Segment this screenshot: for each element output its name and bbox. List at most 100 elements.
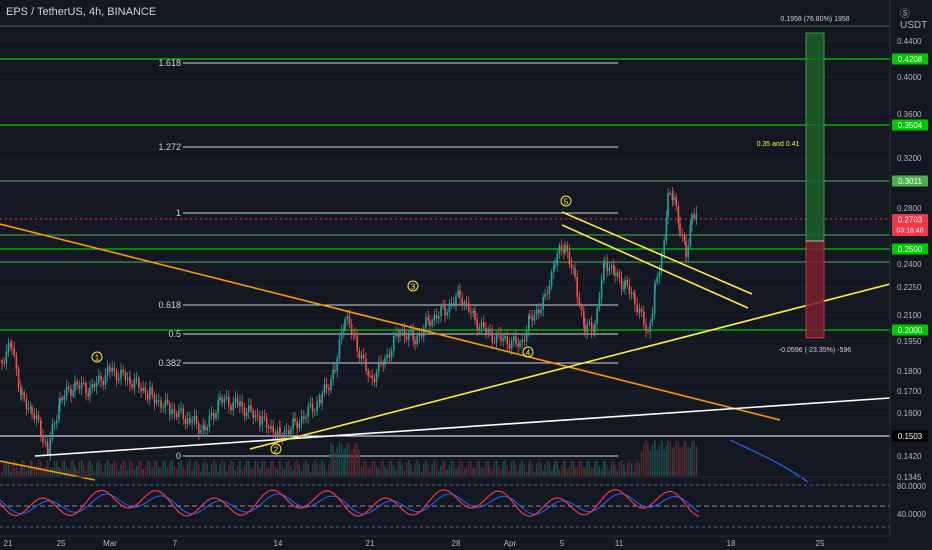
candle-body[interactable] <box>386 354 388 358</box>
candle-body[interactable] <box>56 420 58 424</box>
candle-body[interactable] <box>553 266 555 272</box>
candle-body[interactable] <box>626 279 628 286</box>
candle-body[interactable] <box>219 397 221 401</box>
candle-body[interactable] <box>651 313 654 323</box>
trend-lines[interactable] <box>0 211 891 481</box>
candle-body[interactable] <box>476 319 478 330</box>
candle-body[interactable] <box>600 280 603 299</box>
candle-body[interactable] <box>493 342 496 344</box>
candle-body[interactable] <box>33 413 35 420</box>
candle-body[interactable] <box>200 429 202 434</box>
candle-body[interactable] <box>689 224 692 246</box>
candle-body[interactable] <box>283 431 286 439</box>
candle-body[interactable] <box>15 355 18 370</box>
candle-body[interactable] <box>120 369 122 379</box>
candle-body[interactable] <box>523 339 526 342</box>
candle-body[interactable] <box>59 397 61 405</box>
candle-body[interactable] <box>126 378 129 381</box>
candle-body[interactable] <box>178 410 180 418</box>
candle-body[interactable] <box>83 383 85 385</box>
candle-body[interactable] <box>319 399 321 404</box>
candle-body[interactable] <box>593 331 595 333</box>
candle-body[interactable] <box>388 354 391 358</box>
candle-body[interactable] <box>158 400 160 402</box>
candle-body[interactable] <box>336 358 338 372</box>
candle-body[interactable] <box>175 413 178 418</box>
candle-body[interactable] <box>574 268 576 278</box>
price-badge[interactable] <box>892 119 928 131</box>
candle-body[interactable] <box>677 205 680 224</box>
candle-body[interactable] <box>340 331 343 340</box>
candle-body[interactable] <box>343 328 345 332</box>
candle-body[interactable] <box>111 367 113 372</box>
candle-body[interactable] <box>504 336 506 339</box>
candle-body[interactable] <box>1 360 3 363</box>
candle-body[interactable] <box>323 384 326 394</box>
candle-body[interactable] <box>463 301 466 306</box>
symbol-title[interactable]: EPS / TetherUS, 4h, BINANCE <box>6 6 157 18</box>
candle-body[interactable] <box>623 287 625 289</box>
candle-body[interactable] <box>276 430 279 438</box>
price-badge[interactable] <box>892 53 928 65</box>
candle-body[interactable] <box>160 400 162 408</box>
candle-body[interactable] <box>274 432 277 438</box>
candle-body[interactable] <box>472 310 474 313</box>
candle-body[interactable] <box>30 406 32 408</box>
candle-body[interactable] <box>474 310 476 320</box>
candle-body[interactable] <box>118 378 120 381</box>
candle-body[interactable] <box>95 382 98 388</box>
candle-body[interactable] <box>3 363 5 364</box>
candle-body[interactable] <box>49 438 51 455</box>
candle-body[interactable] <box>169 413 171 415</box>
candle-body[interactable] <box>521 339 523 343</box>
candle-body[interactable] <box>63 396 66 401</box>
candle-body[interactable] <box>241 401 243 407</box>
candle-body[interactable] <box>367 370 369 376</box>
orange-downtrend-line[interactable] <box>0 223 781 421</box>
candle-body[interactable] <box>691 214 693 225</box>
candle-body[interactable] <box>630 293 633 295</box>
candle-body[interactable] <box>570 264 573 269</box>
candle-body[interactable] <box>87 393 89 397</box>
candle-body[interactable] <box>568 251 571 265</box>
candle-body[interactable] <box>478 326 481 330</box>
candle-body[interactable] <box>122 369 124 373</box>
candle-body[interactable] <box>513 336 515 341</box>
candle-body[interactable] <box>129 377 131 385</box>
candle-body[interactable] <box>590 322 593 332</box>
candle-body[interactable] <box>695 213 698 219</box>
candle-body[interactable] <box>673 197 675 201</box>
candle-body[interactable] <box>550 271 553 286</box>
candle-body[interactable] <box>356 335 358 351</box>
candle-body[interactable] <box>225 396 228 400</box>
candle-body[interactable] <box>393 336 395 351</box>
candle-body[interactable] <box>104 375 107 385</box>
candle-body[interactable] <box>546 293 548 295</box>
candle-body[interactable] <box>563 250 565 253</box>
candle-body[interactable] <box>358 350 361 359</box>
candle-body[interactable] <box>453 303 455 305</box>
candle-body[interactable] <box>250 405 252 411</box>
currency-label[interactable]: Ⓢ USDT <box>900 9 928 31</box>
candle-body[interactable] <box>162 407 164 409</box>
candle-body[interactable] <box>681 234 683 236</box>
candle-body[interactable] <box>191 420 193 423</box>
candle-body[interactable] <box>115 370 118 381</box>
candle-body[interactable] <box>596 308 598 324</box>
candle-body[interactable] <box>91 384 93 388</box>
candle-body[interactable] <box>465 301 468 303</box>
candle-body[interactable] <box>76 381 78 386</box>
candle-body[interactable] <box>506 336 508 345</box>
candle-body[interactable] <box>495 333 498 343</box>
candle-body[interactable] <box>296 421 298 429</box>
candle-body[interactable] <box>446 312 448 316</box>
candle-body[interactable] <box>46 441 49 449</box>
candle-body[interactable] <box>487 329 489 333</box>
candle-body[interactable] <box>654 282 656 293</box>
yellow-channel-lower[interactable] <box>561 224 749 309</box>
candle-body[interactable] <box>40 420 42 436</box>
candle-body[interactable] <box>500 333 502 341</box>
candle-body[interactable] <box>144 387 147 393</box>
green-levels[interactable] <box>0 25 890 437</box>
candle-body[interactable] <box>560 245 563 251</box>
